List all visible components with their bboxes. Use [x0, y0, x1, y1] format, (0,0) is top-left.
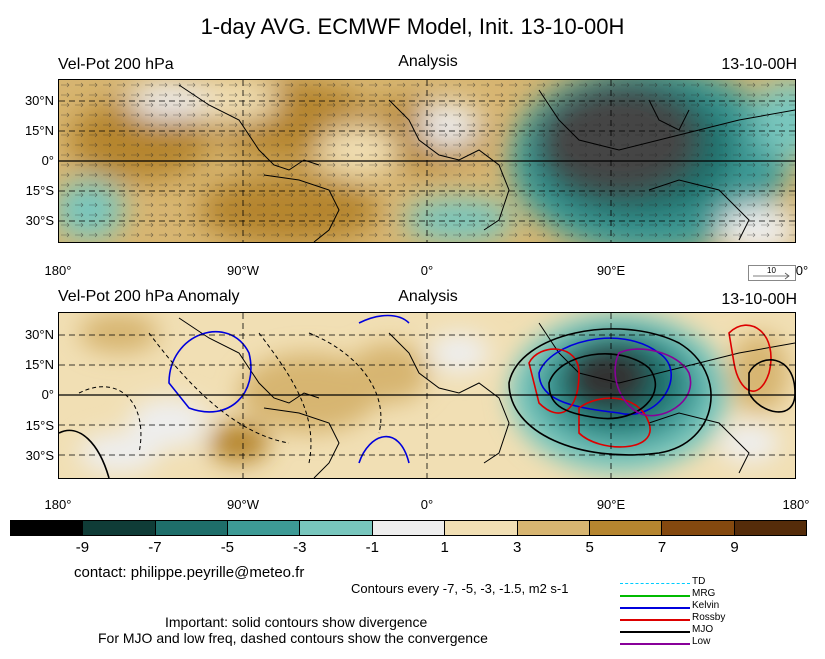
legend-label: TD — [692, 576, 706, 587]
legend-line-swatch — [620, 631, 690, 633]
colorbar-swatch — [372, 521, 446, 535]
colorbar-swatch — [517, 521, 590, 535]
contours-note: Contours every -7, -5, -3, -1.5, m2 s-1 — [351, 581, 569, 596]
top-lat-label-eq: 0° — [41, 153, 54, 168]
top-lon-label-180: 180° — [44, 263, 72, 278]
bottom-lon-label-90e: 90°E — [596, 497, 626, 512]
colorbar-swatch — [300, 521, 373, 535]
legend-label: Low — [692, 636, 711, 647]
legend-item: Rossby — [620, 612, 730, 626]
colorbar-swatch — [155, 521, 229, 535]
bottom-panel-analysis-label: Analysis — [398, 288, 458, 305]
colorbar-swatch — [734, 521, 806, 535]
important-note: Important: solid contours show divergenc… — [165, 614, 428, 630]
bottom-lat-label-30n: 30°N — [24, 327, 54, 342]
colorbar-tick-label: -1 — [365, 539, 379, 556]
bottom-lat-label-15s: 15°S — [25, 418, 54, 433]
colorbar-swatch — [445, 521, 518, 535]
legend-line-swatch — [620, 595, 690, 597]
reference-vector-value: 10 — [767, 266, 776, 275]
colorbar-swatch — [83, 521, 156, 535]
top-lat-label-15s: 15°S — [25, 183, 54, 198]
top-lat-label-30s: 30°S — [25, 213, 54, 228]
colorbar-swatch — [662, 521, 735, 535]
bottom-lon-label-180w: 180° — [44, 497, 72, 512]
colorbar-swatch — [11, 521, 84, 535]
top-panel-variable-label: Vel-Pot 200 hPa — [58, 56, 174, 73]
colorbar-tick-label: 3 — [513, 539, 522, 556]
top-lat-label-15n: 15°N — [24, 123, 54, 138]
top-lon-label-90e: 90°E — [596, 263, 626, 278]
legend-line-swatch — [620, 607, 690, 609]
reference-arrow-icon — [753, 272, 790, 280]
legend-label: MRG — [692, 588, 716, 599]
colorbar-tick-label: 5 — [585, 539, 594, 556]
colorbar-tick-label: 1 — [440, 539, 449, 556]
legend-item: TD — [620, 576, 730, 590]
bottom-panel-variable-label: Vel-Pot 200 hPa Anomaly — [58, 288, 240, 305]
bottom-map-velocity-potential-anomaly — [58, 312, 796, 479]
colorbar-tick-label: -9 — [75, 539, 90, 556]
legend-item: Kelvin — [620, 600, 730, 614]
colorbar-tick-label: -7 — [148, 539, 162, 556]
legend-line-swatch — [620, 643, 690, 645]
colorbar-tick-label: -3 — [293, 539, 307, 556]
bottom-lat-label-15n: 15°N — [24, 357, 54, 372]
bottom-lat-label-eq: 0° — [41, 387, 54, 402]
legend-item: MJO — [620, 624, 730, 638]
colorbar-tick-label: -5 — [220, 539, 235, 556]
reference-vector-box: 10 — [748, 265, 796, 281]
wave-type-legend: TD MRG Kelvin Rossby MJO Low — [620, 576, 730, 652]
top-lat-label-30n: 30°N — [24, 93, 54, 108]
legend-line-swatch — [620, 583, 690, 584]
colorbar-swatch — [589, 521, 663, 535]
bottom-lat-label-30s: 30°S — [25, 448, 54, 463]
top-lon-label-90w: 90°W — [227, 263, 259, 278]
top-map-velocity-potential — [58, 79, 796, 243]
colorbar — [10, 520, 807, 536]
top-panel-date-label: 13-10-00H — [721, 56, 797, 73]
bottom-lon-label-180e: 180° — [782, 497, 810, 512]
colorbar-tick-label: 7 — [657, 539, 667, 556]
legend-line-swatch — [620, 619, 690, 621]
legend-label: Rossby — [692, 612, 726, 623]
bottom-panel-date-label: 13-10-00H — [721, 291, 797, 308]
colorbar-tick-label: 9 — [730, 539, 739, 556]
top-lon-label-0: 0° — [420, 263, 434, 278]
legend-label: MJO — [692, 624, 714, 635]
top-lon-label-end: 0° — [795, 263, 809, 278]
bottom-lon-label-90w: 90°W — [227, 497, 259, 512]
figure-title: 1-day AVG. ECMWF Model, Init. 13-10-00H — [200, 14, 625, 39]
legend-item: Low — [620, 636, 730, 650]
legend-label: Kelvin — [692, 600, 720, 611]
legend-item: MRG — [620, 588, 730, 602]
bottom-lon-label-0: 0° — [420, 497, 434, 512]
mjo-convergence-note: For MJO and low freq, dashed contours sh… — [98, 630, 488, 646]
contact-text: contact: philippe.peyrille@meteo.fr — [74, 564, 305, 581]
top-panel-analysis-label: Analysis — [398, 53, 458, 70]
colorbar-swatch — [228, 521, 301, 535]
